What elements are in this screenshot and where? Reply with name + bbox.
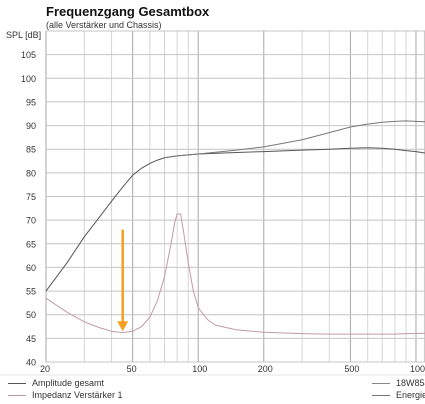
series-line-2: [164, 120, 425, 159]
x-tick-label: 100: [192, 364, 207, 374]
chart-subtitle: (alle Verstärker und Chassis): [46, 20, 162, 30]
y-tick-label: 95: [26, 97, 36, 107]
annotation-arrow-head: [117, 321, 129, 332]
legend-item-energy: Energiefre: [372, 390, 425, 400]
legend-label-18w8546: 18W8546: [396, 378, 425, 388]
y-tick-label: 60: [26, 263, 36, 273]
y-tick-label: 45: [26, 334, 36, 344]
x-tick-label: 50: [127, 364, 137, 374]
x-tick-label: 500: [344, 364, 359, 374]
legend-item-impedance: Impedanz Verstärker 1: [8, 390, 123, 400]
x-tick-label: 200: [258, 364, 273, 374]
legend-swatch-18w8546: [372, 383, 390, 385]
series-line-3: [45, 213, 425, 335]
legend-label-impedance: Impedanz Verstärker 1: [32, 390, 123, 400]
legend-item-amplitude: Amplitude gesamt: [8, 378, 104, 388]
legend-swatch-impedance: [8, 395, 26, 397]
y-tick-label: 65: [26, 239, 36, 249]
x-tick-label: 1000: [410, 364, 425, 374]
legend-swatch-amplitude: [8, 383, 26, 385]
y-tick-label: 75: [26, 192, 36, 202]
y-tick-label: 50: [26, 310, 36, 320]
y-tick-label: 85: [26, 145, 36, 155]
chart-title: Frequenzgang Gesamtbox: [46, 4, 210, 19]
legend-label-energy: Energiefre: [396, 390, 425, 400]
y-tick-label: 100: [21, 74, 36, 84]
y-axis-label: SPL [dB]: [6, 30, 41, 40]
y-tick-label: 80: [26, 168, 36, 178]
legend-item-18w8546: 18W8546: [372, 378, 425, 388]
x-tick-label: 20: [40, 364, 50, 374]
y-tick-label: 105: [21, 50, 36, 60]
y-tick-label: 40: [26, 358, 36, 368]
y-tick-label: 90: [26, 121, 36, 131]
legend-label-amplitude: Amplitude gesamt: [32, 378, 105, 388]
legend-swatch-energy: [372, 395, 390, 397]
y-tick-label: 70: [26, 216, 36, 226]
y-tick-label: 55: [26, 287, 36, 297]
